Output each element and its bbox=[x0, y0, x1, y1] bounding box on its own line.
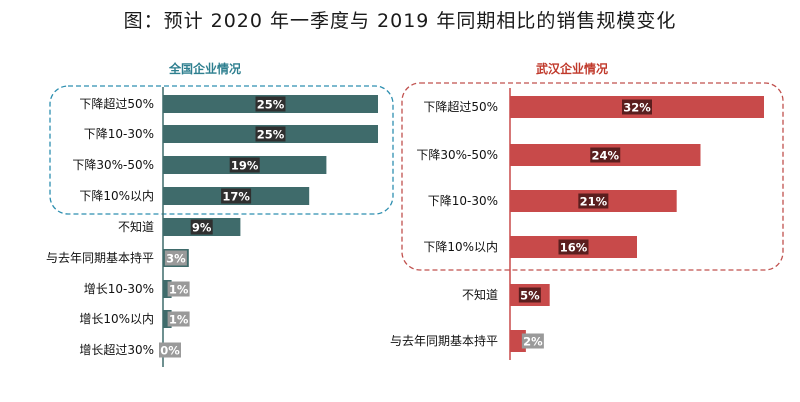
national-panel-title: 全国企业情况 bbox=[168, 61, 241, 76]
national-value-label: 25% bbox=[257, 128, 285, 142]
national-category-label: 增长超过30% bbox=[79, 342, 154, 357]
wuhan-category-label: 下降10%以内 bbox=[423, 240, 498, 254]
wuhan-category-label: 下降30%-50% bbox=[416, 148, 498, 162]
wuhan-value-label-box bbox=[590, 147, 621, 163]
wuhan-value-label-box bbox=[521, 333, 544, 349]
wuhan-value-label-box bbox=[518, 287, 541, 303]
wuhan-category-label: 下降超过50% bbox=[423, 99, 498, 114]
wuhan-category-label: 不知道 bbox=[462, 288, 498, 302]
national-value-label: 1% bbox=[169, 313, 189, 327]
wuhan-panel-title: 武汉企业情况 bbox=[536, 61, 608, 76]
wuhan-group-border bbox=[401, 82, 784, 271]
national-category-label: 增长10%以内 bbox=[79, 312, 154, 326]
wuhan-value-label-box bbox=[578, 193, 609, 209]
wuhan-category-label: 下降10-30% bbox=[428, 194, 498, 208]
national-value-label-box bbox=[255, 96, 286, 112]
national-value-label-box bbox=[167, 281, 190, 297]
wuhan-value-label-box bbox=[622, 99, 652, 115]
chart-title: 图：预计 2020 年一季度与 2019 年同期相比的销售规模变化 bbox=[123, 10, 677, 32]
national-value-label-box bbox=[167, 311, 190, 327]
wuhan-value-label: 5% bbox=[520, 289, 540, 303]
wuhan-category-label: 与去年同期基本持平 bbox=[390, 333, 498, 348]
national-value-label-box bbox=[221, 188, 252, 204]
national-value-label-box bbox=[159, 342, 181, 358]
national-category-label: 与去年同期基本持平 bbox=[46, 250, 154, 265]
national-category-label: 下降10%以内 bbox=[79, 189, 154, 203]
wuhan-value-label: 24% bbox=[591, 149, 619, 163]
wuhan-value-label: 32% bbox=[623, 101, 651, 115]
wuhan-value-label: 16% bbox=[560, 241, 588, 255]
national-bar bbox=[163, 310, 172, 328]
wuhan-value-label-box bbox=[558, 239, 589, 255]
national-value-label: 3% bbox=[166, 252, 186, 266]
wuhan-value-label: 21% bbox=[580, 195, 608, 209]
national-value-label: 17% bbox=[222, 190, 250, 204]
national-value-label-box bbox=[164, 250, 187, 266]
national-value-label: 9% bbox=[192, 221, 212, 235]
national-value-label: 19% bbox=[231, 159, 259, 173]
national-category-label: 下降30%-50% bbox=[72, 158, 154, 172]
national-value-label: 0% bbox=[160, 344, 180, 358]
national-value-label-box bbox=[190, 219, 213, 235]
national-category-label: 下降超过50% bbox=[79, 96, 154, 111]
national-category-label: 增长10-30% bbox=[84, 282, 154, 296]
national-bar bbox=[163, 280, 172, 298]
national-value-label: 1% bbox=[169, 283, 189, 297]
national-value-label-box bbox=[255, 126, 286, 142]
national-category-label: 不知道 bbox=[118, 220, 154, 234]
wuhan-value-label: 2% bbox=[523, 335, 543, 349]
national-value-label: 25% bbox=[257, 98, 285, 112]
national-value-label-box bbox=[229, 157, 260, 173]
national-category-label: 下降10-30% bbox=[84, 127, 154, 141]
national-group-border bbox=[49, 85, 394, 215]
